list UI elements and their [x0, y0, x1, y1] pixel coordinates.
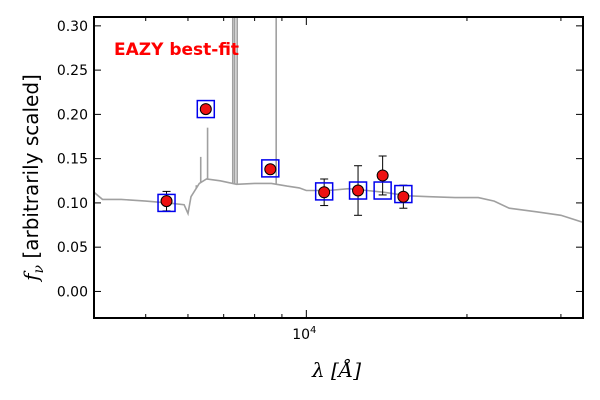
x-axis-label: λ [Å]: [311, 357, 361, 382]
model-point-box: [314, 182, 334, 201]
y-tick-label: 0.00: [57, 284, 88, 300]
x-tick-base: 10: [292, 327, 310, 343]
y-tick-label: 0.15: [57, 152, 88, 168]
x-axis-label-text: λ [Å]: [311, 357, 361, 382]
model-point-box: [157, 193, 176, 213]
y-tick-label: 0.20: [57, 107, 88, 123]
x-tick-exponent: 4: [310, 325, 316, 336]
observed-point: [352, 184, 365, 197]
observed-point: [376, 169, 389, 182]
y-tick-label: 0.25: [57, 63, 88, 79]
observed-points-layer: [160, 103, 410, 208]
observed-point: [264, 163, 277, 176]
template-continuum: [94, 178, 583, 224]
y-axis-label: fν [arbitrarily scaled]: [19, 74, 47, 283]
observed-point: [199, 103, 212, 116]
y-label-subscript: ν: [31, 264, 47, 273]
plot-frame: [93, 16, 584, 319]
model-point-box: [373, 181, 392, 200]
y-tick-label: 0.10: [57, 196, 88, 212]
x-tick-label: 104: [292, 325, 316, 343]
observed-point: [160, 195, 173, 208]
model-point-box: [348, 181, 368, 200]
y-tick-label: 0.30: [57, 19, 88, 35]
template-spectrum-layer: [94, 17, 583, 224]
observed-point: [397, 190, 410, 203]
observed-point: [318, 186, 331, 199]
y-tick-label: 0.05: [57, 240, 88, 256]
model-boxes-layer: [157, 99, 413, 213]
model-point-box: [261, 159, 280, 178]
chart-annotation: EAZY best-fit: [114, 40, 239, 60]
y-label-rest: [arbitrarily scaled]: [19, 74, 43, 265]
y-axis-label-text: fν [arbitrarily scaled]: [19, 74, 47, 283]
model-point-box: [196, 99, 216, 119]
ticks-layer: 0.00 0.05 0.10 0.15 0.20 0.25 0.30 104: [57, 17, 583, 343]
